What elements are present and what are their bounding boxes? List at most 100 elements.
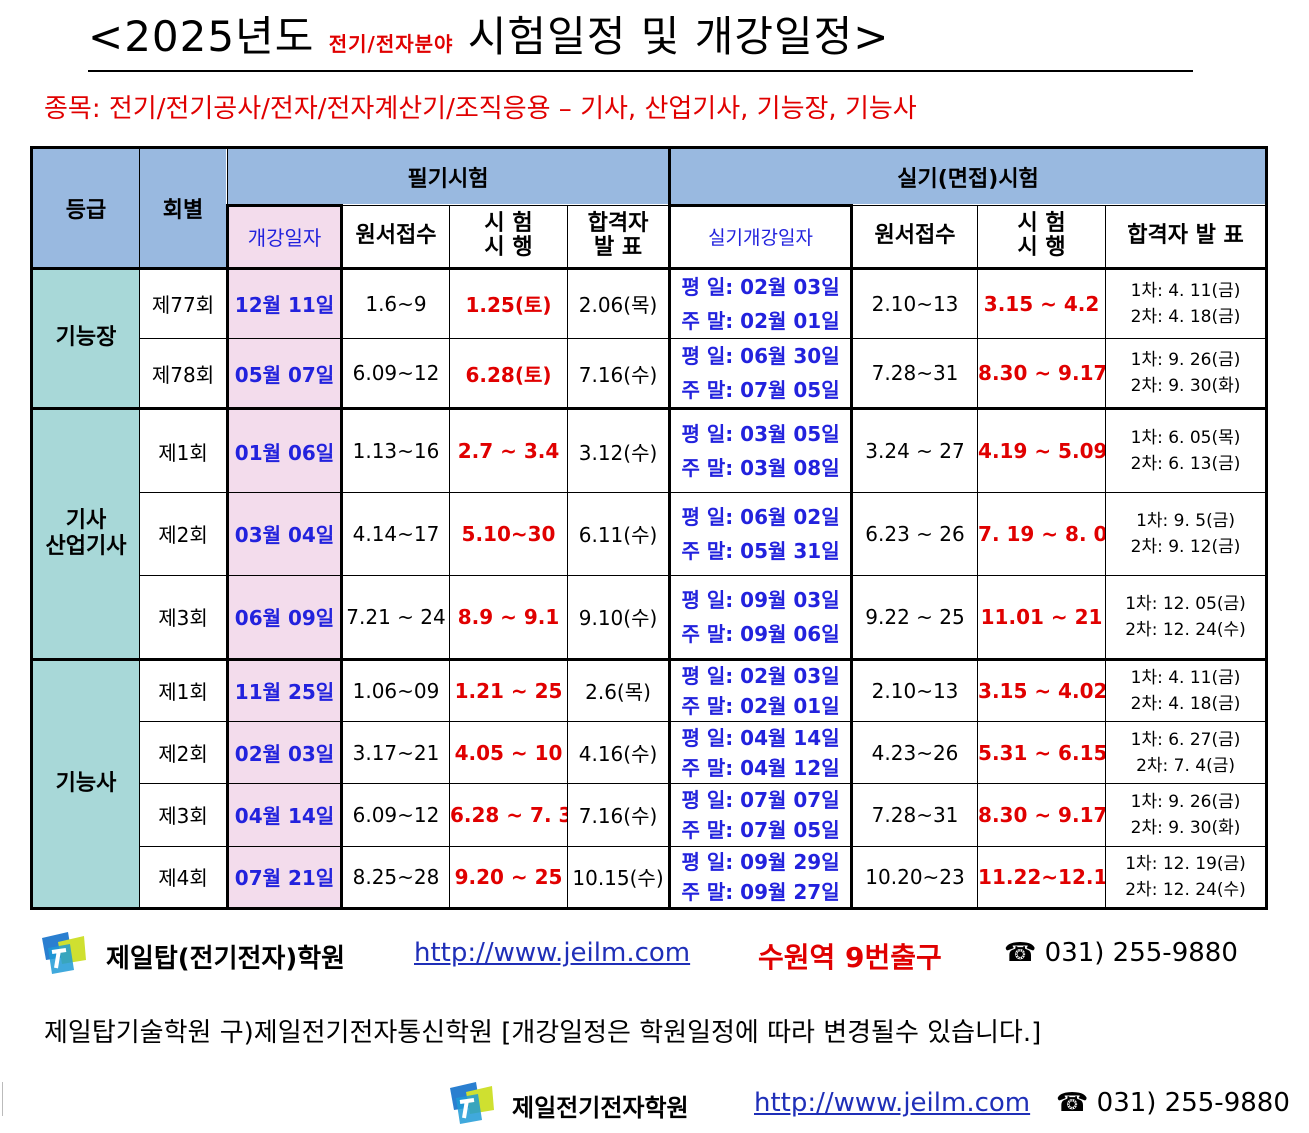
phone-number: ☎ 031) 255-9880 — [1004, 938, 1238, 968]
header-lecture-date: 개강일자 — [226, 204, 343, 269]
exam-cell: 6.28 ~ 7. 3 — [449, 783, 568, 847]
result-cell: 1차: 9. 5(금) 2차: 9. 12(금) — [1105, 491, 1268, 577]
header-pexam-line2: 시 행 — [1017, 235, 1066, 261]
round-cell: 제4회 — [139, 845, 228, 910]
header-pass-line1: 합격자 — [587, 211, 649, 237]
result-first: 1차: 9. 26(금) — [1130, 350, 1241, 371]
divider — [2, 1082, 13, 1116]
pass-cell: 10.15(수) — [566, 845, 671, 910]
result-cell: 1차: 6. 27(금) 2차: 7. 4(금) — [1105, 720, 1268, 785]
academy-name-secondary: 제일전기전자학원 — [512, 1094, 689, 1122]
weekday-lecture: 평 일: 02월 03일 — [681, 274, 840, 299]
header-practical-apply: 원서접수 — [851, 205, 979, 269]
weekend-lecture: 주 말: 04월 12일 — [681, 755, 840, 780]
table-row: 기능사 제1회 11월 25일 1.06~09 1.21 ~ 25 2.6(목)… — [31, 657, 1268, 910]
result-cell: 1차: 12. 19(금) 2차: 12. 24(수) — [1105, 845, 1268, 910]
header-round: 회별 — [139, 147, 228, 269]
apply-cell: 3.17~21 — [341, 720, 450, 785]
weekend-lecture: 주 말: 09월 27일 — [681, 879, 840, 904]
practical-exam-cell: 7. 19 ~ 8. 06 — [977, 491, 1107, 577]
academy-logo-icon — [42, 932, 86, 974]
footer-contact: 제일탑(전기전자)학원 http://www.jeilm.com 수원역 9번출… — [38, 928, 1268, 980]
header-exam-line1: 시 험 — [484, 211, 533, 237]
grade-cell: 기사 산업기사 — [31, 407, 140, 660]
pass-cell: 7.16(수) — [566, 337, 671, 410]
practical-exam-cell: 4.19 ~ 5.09 — [977, 407, 1107, 493]
practical-exam-cell: 8.30 ~ 9.17 — [977, 783, 1107, 847]
lecture-date-cell: 01월 06일 — [226, 407, 343, 493]
practical-exam-cell: 5.31 ~ 6.15 — [977, 720, 1107, 785]
lecture-date-cell: 07월 21일 — [226, 845, 343, 910]
round-cell: 제3회 — [139, 783, 228, 847]
practical-apply-cell: 2.10~13 — [851, 266, 979, 339]
result-first: 1차: 9. 5(금) — [1136, 510, 1235, 531]
round-cell: 제3회 — [139, 575, 228, 660]
result-second: 2차: 4. 18(금) — [1130, 693, 1241, 714]
table-row: 제2회 03월 04일 4.14~17 5.10~30 6.11(수) 평 일:… — [32, 491, 1268, 577]
subject-line: 종목: 전기/전기공사/전자/전자계산기/조직응용 – 기사, 산업기사, 기능… — [44, 94, 917, 124]
weekend-lecture: 주 말: 02월 01일 — [681, 308, 840, 333]
result-first: 1차: 12. 19(금) — [1125, 853, 1246, 874]
result-first: 1차: 6. 05(목) — [1130, 428, 1241, 449]
header-practical-lecture: 실기개강일자 — [668, 204, 854, 269]
result-second: 2차: 9. 30(화) — [1130, 817, 1241, 838]
title-highlight: 전기/전자분야 — [328, 32, 454, 56]
exam-cell: 1.25(토) — [449, 266, 568, 339]
academy-link[interactable]: http://www.jeilm.com — [414, 938, 691, 968]
result-cell: 1차: 4. 11(금) 2차: 4. 18(금) — [1105, 266, 1268, 339]
apply-cell: 6.09~12 — [341, 783, 450, 847]
exam-cell: 5.10~30 — [449, 491, 568, 577]
header-pass-line2: 발 표 — [593, 235, 643, 261]
academy-logo-icon — [450, 1082, 494, 1124]
table-row: 기능장 제77회 12월 11일 1.6~9 1.25(토) 2.06(목) 평… — [31, 266, 1268, 410]
result-second: 2차: 9. 12(금) — [1130, 536, 1241, 557]
grade-line2: 산업기사 — [45, 533, 127, 559]
exam-cell: 8.9 ~ 9.1 — [449, 575, 568, 660]
practical-apply-cell: 9.22 ~ 25 — [851, 575, 979, 660]
result-first: 1차: 9. 26(금) — [1130, 791, 1241, 812]
practical-apply-cell: 2.10~13 — [851, 657, 979, 722]
header-grade: 등급 — [31, 147, 140, 269]
weekend-lecture: 주 말: 07월 05일 — [681, 378, 840, 403]
pass-cell: 9.10(수) — [566, 575, 671, 660]
practical-exam-cell: 3.15 ~ 4.2 — [977, 266, 1107, 339]
result-second: 2차: 9. 30(화) — [1130, 376, 1241, 397]
weekday-lecture: 평 일: 04월 14일 — [681, 725, 840, 750]
header-written-exam: 필기시험 — [226, 146, 671, 207]
apply-cell: 1.6~9 — [341, 266, 450, 339]
grade-line1: 기사 — [65, 507, 107, 533]
practical-lecture-cell: 평 일: 09월 29일 주 말: 09월 27일 — [668, 845, 854, 910]
apply-cell: 7.21 ~ 24 — [341, 575, 450, 660]
table-row: 제3회 06월 09일 7.21 ~ 24 8.9 ~ 9.1 9.10(수) … — [32, 575, 1268, 660]
academy-link-secondary[interactable]: http://www.jeilm.com — [754, 1088, 1031, 1118]
header-apply: 원서접수 — [341, 205, 450, 269]
lecture-date-cell: 04월 14일 — [226, 783, 343, 847]
weekday-lecture: 평 일: 03월 05일 — [681, 422, 840, 447]
lecture-date-cell: 11월 25일 — [226, 657, 343, 722]
practical-apply-cell: 7.28~31 — [851, 337, 979, 410]
result-second: 2차: 4. 18(금) — [1130, 306, 1241, 327]
result-cell: 1차: 6. 05(목) 2차: 6. 13(금) — [1105, 407, 1268, 493]
practical-exam-cell: 11.22~12.10 — [977, 845, 1107, 910]
weekday-lecture: 평 일: 02월 03일 — [681, 663, 840, 688]
lecture-date-cell: 02월 03일 — [226, 720, 343, 785]
apply-cell: 8.25~28 — [341, 845, 450, 910]
result-second: 2차: 7. 4(금) — [1136, 755, 1235, 776]
exam-cell: 1.21 ~ 25 — [449, 657, 568, 722]
weekend-lecture: 주 말: 05월 31일 — [681, 538, 840, 563]
practical-apply-cell: 6.23 ~ 26 — [851, 491, 979, 577]
round-cell: 제78회 — [139, 337, 228, 410]
round-cell: 제2회 — [139, 491, 228, 577]
round-cell: 제1회 — [139, 407, 228, 493]
result-second: 2차: 12. 24(수) — [1125, 879, 1246, 900]
weekday-lecture: 평 일: 07월 07일 — [681, 787, 840, 812]
practical-apply-cell: 3.24 ~ 27 — [851, 407, 979, 493]
pass-cell: 3.12(수) — [566, 407, 671, 493]
practical-lecture-cell: 평 일: 06월 02일 주 말: 05월 31일 — [668, 491, 854, 577]
schedule-note: 제일탑기술학원 구)제일전기전자통신학원 [개강일정은 학원일정에 따라 변경될… — [44, 1018, 1042, 1048]
pass-cell: 4.16(수) — [566, 720, 671, 785]
result-first: 1차: 6. 27(금) — [1130, 729, 1241, 750]
result-second: 2차: 6. 13(금) — [1130, 454, 1241, 475]
